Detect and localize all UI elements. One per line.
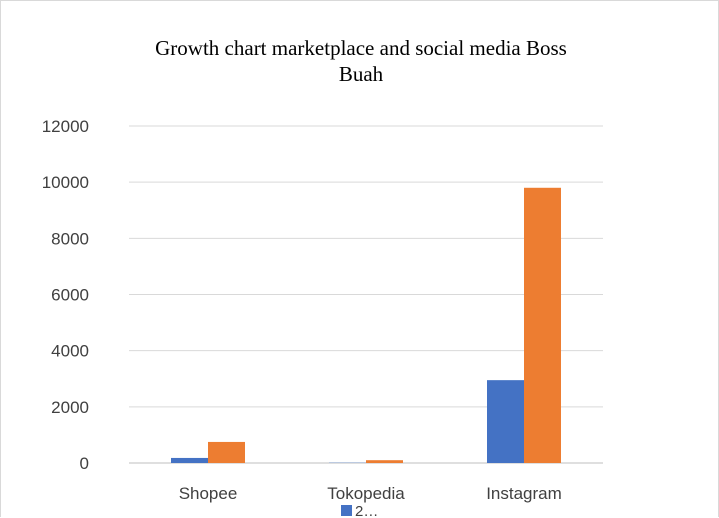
y-tick-label: 6000 — [51, 286, 89, 305]
bar-tokopedia-series-2 — [366, 460, 403, 463]
x-tick-label-shopee: Shopee — [179, 484, 238, 503]
legend-label-series-1: 2… — [355, 503, 378, 518]
y-tick-label: 4000 — [51, 342, 89, 361]
x-tick-label-tokopedia: Tokopedia — [327, 484, 405, 503]
legend-swatch-series-1 — [341, 505, 352, 516]
x-axis-tick-labels: Shopee Tokopedia Instagram — [179, 484, 562, 503]
y-tick-label: 0 — [80, 454, 89, 473]
y-tick-label: 12000 — [42, 117, 89, 136]
y-tick-label: 2000 — [51, 398, 89, 417]
x-tick-label-instagram: Instagram — [486, 484, 562, 503]
chart-title-line-1: Growth chart marketplace and social medi… — [155, 36, 567, 60]
bar-shopee-series-1 — [171, 458, 208, 463]
legend: 2… — [341, 503, 378, 518]
bar-instagram-series-1 — [487, 380, 524, 463]
y-tick-label: 8000 — [51, 229, 89, 248]
bar-instagram-series-2 — [524, 188, 561, 463]
y-axis-tick-labels: 0 2000 4000 6000 8000 10000 12000 — [42, 117, 89, 473]
bars — [171, 188, 561, 463]
chart-title-line-2: Buah — [339, 62, 384, 86]
y-tick-label: 10000 — [42, 173, 89, 192]
bar-shopee-series-2 — [208, 442, 245, 463]
